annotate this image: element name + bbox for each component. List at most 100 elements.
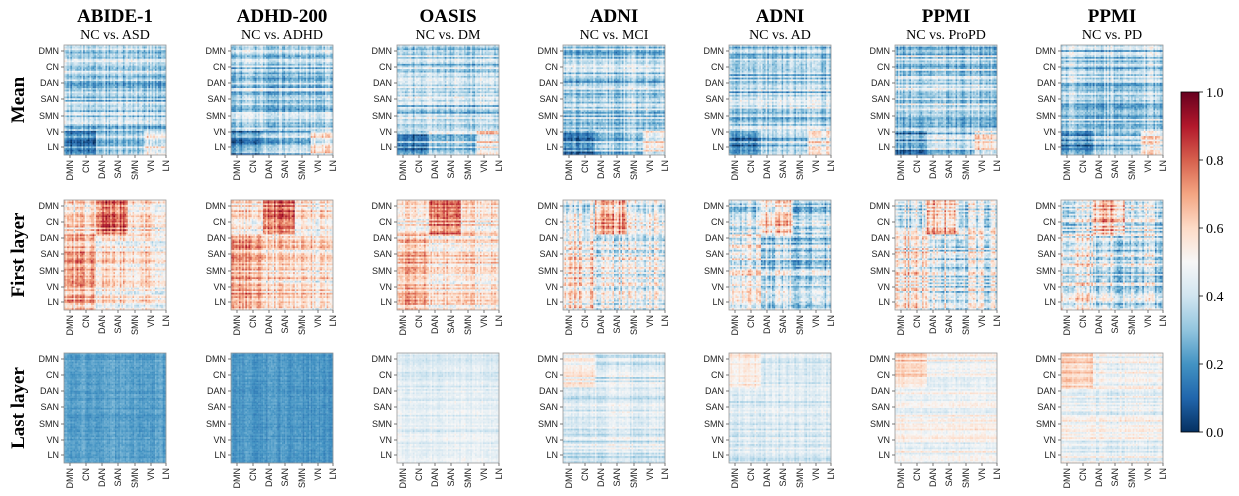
y-tick-label: CN xyxy=(46,217,59,227)
x-tick-label: SMN xyxy=(795,160,805,180)
x-tick-label: DMN xyxy=(730,315,740,336)
y-tick-label: SMN xyxy=(372,111,392,121)
y-tick-label: LN xyxy=(47,142,59,152)
x-tick-label: VN xyxy=(479,315,489,328)
y-tick-label: DAN xyxy=(207,386,226,396)
x-tick-label: SAN xyxy=(113,315,123,334)
x-tick-label: LN xyxy=(1158,468,1168,480)
x-tick-label: DMN xyxy=(730,468,740,489)
column-subtitle: NC vs. ASD xyxy=(80,28,150,43)
y-tick-label: CN xyxy=(877,370,890,380)
x-tick-label: DMN xyxy=(1062,160,1072,181)
y-tick-label: SAN xyxy=(871,94,890,104)
x-tick-label: SMN xyxy=(297,160,307,180)
y-tick-label: DMN xyxy=(704,354,725,364)
y-tick-label: CN xyxy=(545,62,558,72)
x-tick-label: SAN xyxy=(1110,160,1120,179)
column-subtitle: NC vs. DM xyxy=(416,28,482,43)
y-tick-label: SMN xyxy=(870,111,890,121)
column-title: PPMI xyxy=(922,6,971,27)
column-title: PPMI xyxy=(1088,6,1137,27)
y-tick-label: DMN xyxy=(39,201,60,211)
x-tick-label: LN xyxy=(328,160,338,172)
x-tick-label: CN xyxy=(248,315,258,328)
x-tick-label: SAN xyxy=(280,468,290,487)
x-tick-label: DMN xyxy=(65,160,75,181)
y-tick-label: LN xyxy=(546,450,558,460)
x-tick-label: CN xyxy=(1078,468,1088,481)
y-tick-label: SMN xyxy=(206,419,226,429)
y-tick-label: DMN xyxy=(1036,201,1057,211)
x-tick-label: DAN xyxy=(928,160,938,179)
y-tick-label: SMN xyxy=(704,419,724,429)
x-tick-label: LN xyxy=(1158,315,1168,327)
x-tick-label: SMN xyxy=(629,315,639,335)
y-tick-label: CN xyxy=(379,217,392,227)
x-tick-label: LN xyxy=(992,468,1002,480)
x-tick-label: SAN xyxy=(778,315,788,334)
x-tick-label: DAN xyxy=(762,160,772,179)
y-tick-label: DMN xyxy=(206,201,227,211)
y-tick-label: DAN xyxy=(705,78,724,88)
colorbar-tick-label: 0.8 xyxy=(1206,154,1224,169)
y-tick-label: DMN xyxy=(372,354,393,364)
x-tick-label: DAN xyxy=(97,160,107,179)
y-tick-label: CN xyxy=(1043,62,1056,72)
x-tick-label: DAN xyxy=(1094,315,1104,334)
x-tick-label: DMN xyxy=(398,160,408,181)
y-tick-label: SMN xyxy=(39,266,59,276)
y-tick-label: DAN xyxy=(871,233,890,243)
y-tick-label: SMN xyxy=(1036,419,1056,429)
x-tick-label: LN xyxy=(494,468,504,480)
y-tick-label: DAN xyxy=(539,78,558,88)
x-tick-label: SMN xyxy=(130,315,140,335)
x-tick-label: LN xyxy=(1158,160,1168,172)
x-tick-label: LN xyxy=(161,468,171,480)
y-tick-label: DAN xyxy=(373,386,392,396)
x-tick-label: SAN xyxy=(944,315,954,334)
x-tick-label: DAN xyxy=(596,315,606,334)
x-tick-label: CN xyxy=(912,468,922,481)
x-tick-label: CN xyxy=(1078,315,1088,328)
x-tick-label: DMN xyxy=(896,315,906,336)
x-tick-label: SMN xyxy=(130,468,140,488)
y-tick-label: DAN xyxy=(40,386,59,396)
x-tick-label: SAN xyxy=(1110,315,1120,334)
x-tick-label: DAN xyxy=(1094,468,1104,487)
x-tick-label: DMN xyxy=(730,160,740,181)
x-tick-label: SAN xyxy=(113,160,123,179)
y-tick-label: DAN xyxy=(705,233,724,243)
x-tick-label: VN xyxy=(645,315,655,328)
x-tick-label: DAN xyxy=(928,315,938,334)
y-tick-label: SMN xyxy=(39,111,59,121)
y-tick-label: SMN xyxy=(1036,111,1056,121)
y-tick-label: LN xyxy=(712,142,724,152)
x-tick-label: DMN xyxy=(232,315,242,336)
column-subtitle: NC vs. PD xyxy=(1082,28,1142,43)
y-tick-label: SAN xyxy=(871,402,890,412)
x-tick-label: SAN xyxy=(778,468,788,487)
x-tick-label: DAN xyxy=(596,160,606,179)
y-tick-label: DMN xyxy=(206,46,227,56)
x-tick-label: LN xyxy=(328,315,338,327)
y-tick-label: DAN xyxy=(373,78,392,88)
y-tick-label: SAN xyxy=(1037,94,1056,104)
y-tick-label: SAN xyxy=(40,402,59,412)
y-tick-label: SAN xyxy=(40,94,59,104)
y-tick-label: DAN xyxy=(207,78,226,88)
row-label: Mean xyxy=(8,76,29,123)
y-tick-label: DMN xyxy=(39,46,60,56)
y-tick-label: LN xyxy=(1044,142,1056,152)
x-tick-label: DMN xyxy=(564,160,574,181)
x-tick-label: DMN xyxy=(1062,315,1072,336)
y-tick-label: CN xyxy=(877,62,890,72)
colorbar-tick-label: 1.0 xyxy=(1206,86,1224,101)
